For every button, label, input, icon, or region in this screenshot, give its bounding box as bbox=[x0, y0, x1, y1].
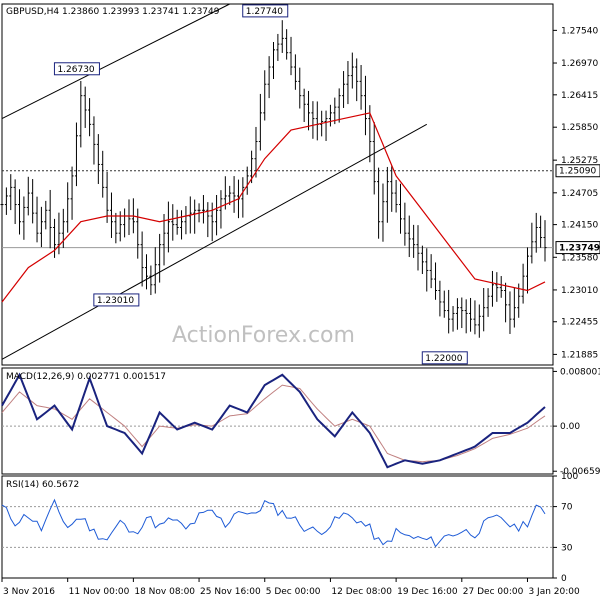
macd-tick-label: 0.00 bbox=[560, 422, 580, 432]
price-callout-label: 1.23010 bbox=[97, 296, 134, 306]
watermark: ActionForex.com bbox=[172, 323, 355, 348]
time-axis: 3 Nov 2016 11 Nov 00:00 18 Nov 08:00 25 Nov… bbox=[1, 578, 580, 597]
price-callout-label: 1.22000 bbox=[425, 354, 462, 364]
macd-panel: 0.008001 0.00 -0.006594 MACD(12,26,9) 0.002… bbox=[1, 367, 600, 477]
rsi-tick-label: 70 bbox=[561, 503, 573, 513]
price-tick-label: 1.23580 bbox=[561, 253, 598, 263]
price-tick-label: 1.24705 bbox=[561, 189, 598, 199]
time-tick-label: 5 Dec 00:00 bbox=[266, 587, 321, 597]
trend-line bbox=[1, 123, 428, 360]
price-callout-label: 1.26730 bbox=[57, 65, 94, 75]
price-tick-label: 1.27540 bbox=[561, 26, 598, 36]
macd-line bbox=[1, 372, 546, 469]
rsi-panel: 100 70 30 0 RSI(14) 60.5672 bbox=[1, 472, 578, 584]
level-label: 1.25090 bbox=[559, 167, 596, 177]
price-callout-box bbox=[242, 4, 289, 18]
price-tick-label: 1.25275 bbox=[561, 156, 598, 166]
level-box bbox=[555, 164, 600, 178]
time-tick-label: 25 Nov 16:00 bbox=[200, 587, 261, 597]
rsi-frame bbox=[1, 475, 554, 579]
macd-title: MACD(12,26,9) 0.002771 0.001517 bbox=[6, 372, 166, 382]
trend-line bbox=[1, 3, 230, 120]
moving-average-line bbox=[1, 112, 546, 303]
rsi-tick-label: 30 bbox=[561, 543, 573, 553]
macd-frame bbox=[1, 367, 554, 475]
rsi-title: RSI(14) 60.5672 bbox=[6, 480, 79, 490]
rsi-tick-label: 100 bbox=[561, 472, 578, 482]
macd-tick-label: 0.008001 bbox=[560, 367, 600, 377]
macd-tick-label: -0.006594 bbox=[560, 467, 600, 477]
time-tick-label: 11 Nov 00:00 bbox=[69, 587, 130, 597]
time-tick-label: 3 Jan 20:00 bbox=[528, 587, 580, 597]
level-label: 1.23749 bbox=[559, 244, 600, 254]
time-tick-label: 19 Dec 16:00 bbox=[397, 587, 458, 597]
rsi-line bbox=[1, 498, 546, 548]
price-tick-label: 1.21885 bbox=[561, 350, 598, 360]
price-callout-box bbox=[93, 293, 140, 307]
price-callout-box bbox=[421, 351, 468, 365]
macd-signal-line bbox=[1, 384, 546, 463]
time-tick-label: 3 Nov 2016 bbox=[3, 587, 55, 597]
price-tick-label: 1.26970 bbox=[561, 59, 598, 69]
time-tick-label: 18 Nov 08:00 bbox=[134, 587, 195, 597]
level-box bbox=[555, 241, 600, 255]
price-tick-label: 1.22455 bbox=[561, 318, 598, 328]
price-tick-label: 1.25850 bbox=[561, 123, 598, 133]
price-callout-box bbox=[53, 62, 100, 76]
price-tick-label: 1.24150 bbox=[561, 221, 598, 231]
price-tick-label: 1.26415 bbox=[561, 91, 598, 101]
chart-header: GBPUSD,H4 1.23860 1.23993 1.23741 1.2374… bbox=[6, 7, 220, 17]
time-tick-label: 27 Dec 00:00 bbox=[463, 587, 524, 597]
price-frame bbox=[1, 3, 554, 366]
time-tick-label: 12 Dec 08:00 bbox=[331, 587, 392, 597]
price-tick-label: 1.23010 bbox=[561, 286, 598, 296]
price-callout-label: 1.27740 bbox=[246, 7, 283, 17]
price-panel: ActionForex.com 1.27540 1.26970 1.26415 1.25… bbox=[0, 3, 600, 366]
rsi-tick-label: 0 bbox=[561, 574, 567, 584]
